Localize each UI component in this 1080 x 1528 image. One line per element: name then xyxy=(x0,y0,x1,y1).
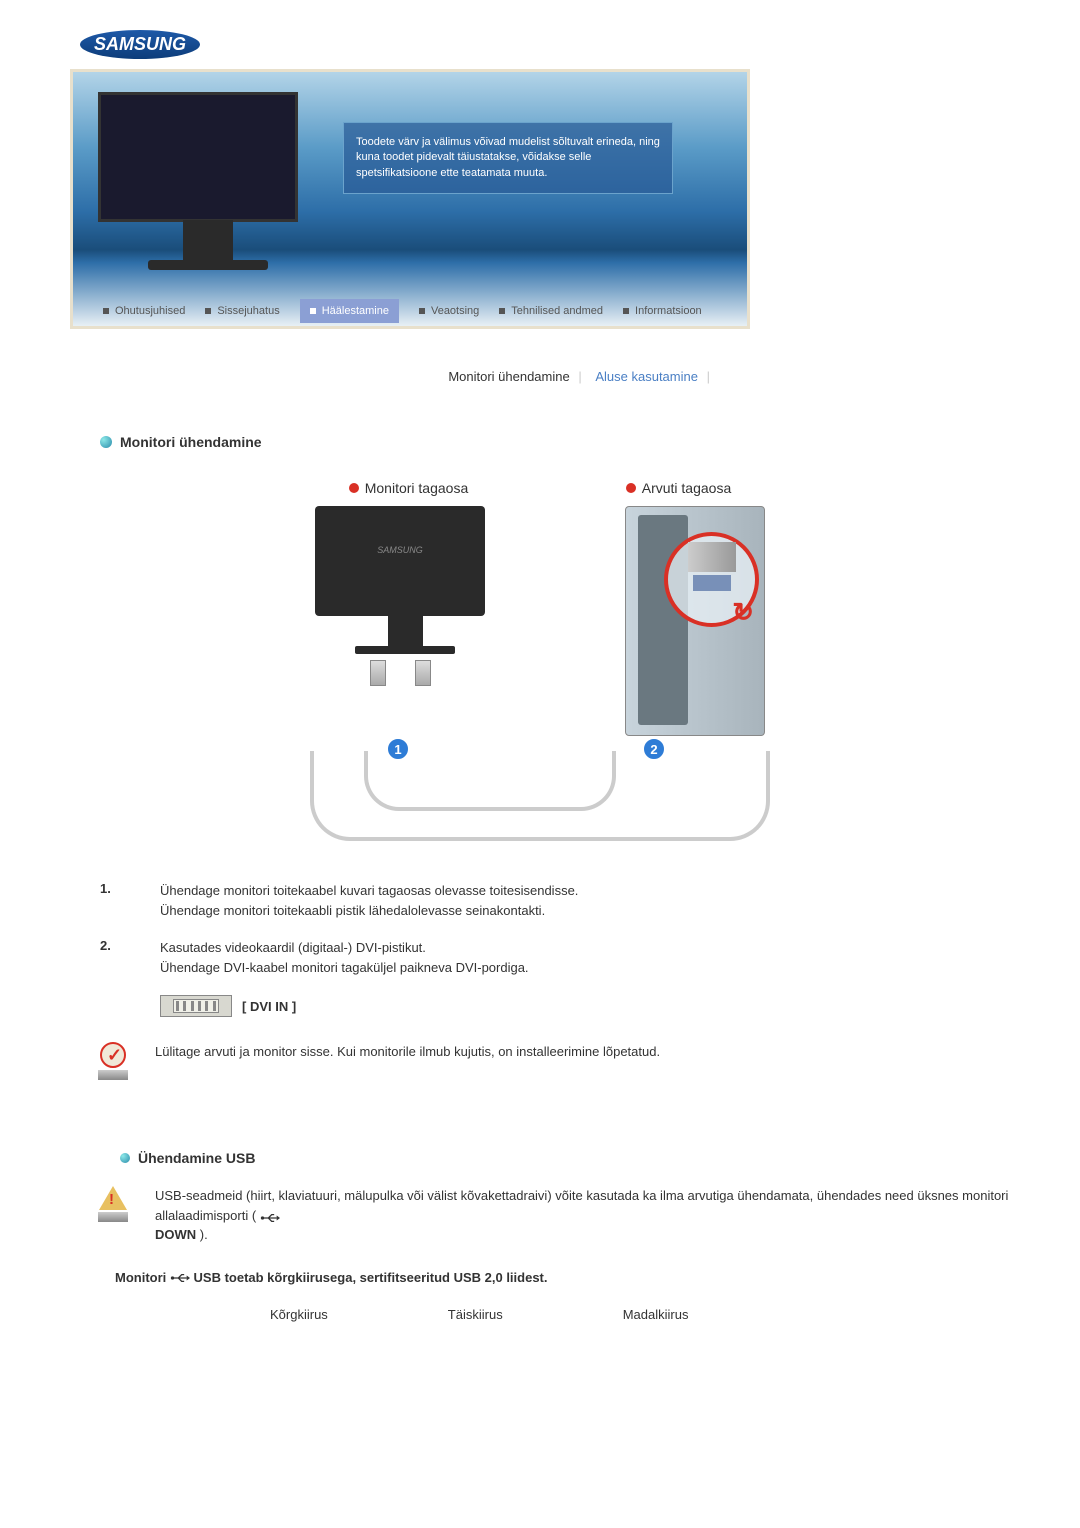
page: SAMSUNG Toodete värv ja välimus võivad m… xyxy=(0,0,1080,1352)
step-number: 2. xyxy=(100,938,160,977)
label-pc-back: Arvuti tagaosa xyxy=(626,480,732,496)
warning-icon: ! xyxy=(100,1186,140,1222)
sub-nav-connect[interactable]: Monitori ühendamine xyxy=(448,369,569,384)
red-dot-icon xyxy=(349,483,359,493)
dvi-label: [ DVI IN ] xyxy=(242,999,296,1014)
step-number: 1. xyxy=(100,881,160,920)
sub-nav: Monitori ühendamine | Aluse kasutamine | xyxy=(60,369,710,384)
sub-nav-sep2: | xyxy=(707,369,710,384)
step-2: 2. Kasutades videokaardil (digitaal-) DV… xyxy=(100,938,1020,977)
cable-diagram: 1 2 xyxy=(310,751,770,841)
sub-nav-stand[interactable]: Aluse kasutamine xyxy=(595,369,698,384)
section-title-text: Ühendamine USB xyxy=(138,1150,255,1166)
badge-1: 1 xyxy=(386,737,410,761)
logo-text: SAMSUNG xyxy=(94,34,186,54)
hero-notice-text: Toodete värv ja välimus võivad mudelist … xyxy=(343,122,673,194)
pc-back-image: ↻ xyxy=(625,506,765,736)
bullet-icon xyxy=(100,436,112,448)
red-dot-icon xyxy=(626,483,636,493)
section-title-text: Monitori ühendamine xyxy=(120,434,262,450)
usb-icon xyxy=(170,1272,190,1284)
connection-diagram: Monitori tagaosa Arvuti tagaosa SAMSUNG … xyxy=(270,480,810,841)
sub-nav-sep: | xyxy=(578,369,581,384)
nav-specs[interactable]: Tehnilised andmed xyxy=(499,305,603,317)
speed-full: Täiskiirus xyxy=(448,1307,503,1322)
check-icon: ✓ xyxy=(100,1042,140,1080)
step-text: Ühendage monitori toitekaabel kuvari tag… xyxy=(160,881,578,920)
nav-info[interactable]: Informatsioon xyxy=(623,305,702,317)
label-monitor-back: Monitori tagaosa xyxy=(349,480,469,496)
section-usb-title: Ühendamine USB xyxy=(120,1150,1020,1166)
badge-2: 2 xyxy=(642,737,666,761)
nav-setup[interactable]: Häälestamine xyxy=(300,299,399,323)
arrow-icon: ↻ xyxy=(732,597,754,628)
monitor-back-image: SAMSUNG xyxy=(315,506,495,666)
section-connect-title: Monitori ühendamine xyxy=(100,434,1020,450)
nav-troubleshoot[interactable]: Veaotsing xyxy=(419,305,479,317)
logo-oval: SAMSUNG xyxy=(80,30,200,59)
step-1: 1. Ühendage monitori toitekaabel kuvari … xyxy=(100,881,1020,920)
speed-low: Madalkiirus xyxy=(623,1307,689,1322)
usb-info-row: ! USB-seadmeid (hiirt, klaviatuuri, mälu… xyxy=(100,1186,1020,1245)
nav-safety[interactable]: Ohutusjuhised xyxy=(103,305,185,317)
usb-icon xyxy=(260,1210,280,1222)
speed-high: Kõrgkiirus xyxy=(270,1307,328,1322)
hero-monitor-image xyxy=(98,92,318,292)
bullet-icon xyxy=(120,1153,130,1163)
info-row: ✓ Lülitage arvuti ja monitor sisse. Kui … xyxy=(100,1042,1020,1080)
info-text: Lülitage arvuti ja monitor sisse. Kui mo… xyxy=(155,1042,660,1062)
nav-intro[interactable]: Sissejuhatus xyxy=(205,305,279,317)
logo: SAMSUNG xyxy=(80,30,1020,59)
hero-banner: Toodete värv ja välimus võivad mudelist … xyxy=(70,69,750,329)
main-nav: Ohutusjuhised Sissejuhatus Häälestamine … xyxy=(73,296,747,326)
step-text: Kasutades videokaardil (digitaal-) DVI-p… xyxy=(160,938,529,977)
steps-list: 1. Ühendage monitori toitekaabel kuvari … xyxy=(100,881,1020,977)
speed-row: Kõrgkiirus Täiskiirus Madalkiirus xyxy=(270,1307,1020,1322)
dvi-row: [ DVI IN ] xyxy=(160,995,1020,1017)
usb-info-text: USB-seadmeid (hiirt, klaviatuuri, mälupu… xyxy=(155,1186,1020,1245)
usb-support-title: Monitori USB toetab kõrgkiirusega, serti… xyxy=(115,1270,1020,1285)
dvi-port-icon xyxy=(160,995,232,1017)
